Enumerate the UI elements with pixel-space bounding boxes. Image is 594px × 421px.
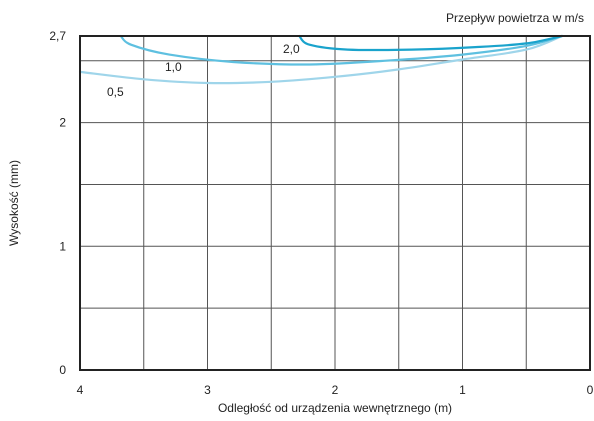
series-label-2: 1,0 <box>165 60 182 74</box>
x-tick-label: 2 <box>332 383 339 397</box>
series-label-3: 2,0 <box>283 42 300 56</box>
series-group <box>78 34 564 85</box>
legend-title: Przepływ powietrza w m/s <box>446 11 584 25</box>
x-tick-label: 3 <box>204 383 211 397</box>
y-tick-label: 1 <box>59 239 66 253</box>
y-tick-labels: 0 1 2 2,7 <box>49 29 66 377</box>
y-tick-label: 2 <box>59 116 66 130</box>
x-tick-label: 4 <box>77 383 84 397</box>
x-tick-labels: 4 3 2 1 0 <box>77 383 594 397</box>
x-tick-label: 0 <box>587 383 594 397</box>
series-labels: 0,5 1,0 2,0 <box>107 42 300 99</box>
grid <box>80 36 590 370</box>
series-label-1: 0,5 <box>107 85 124 99</box>
y-tick-label: 2,7 <box>49 29 66 43</box>
series-line-1 <box>78 34 564 85</box>
series-line-2 <box>119 34 564 66</box>
x-axis-title: Odległość od urządzenia wewnętrznego (m) <box>218 401 452 415</box>
y-axis-title: Wysokość (mm) <box>7 160 21 246</box>
series-line-3 <box>298 34 564 52</box>
y-tick-label: 0 <box>59 363 66 377</box>
x-tick-label: 1 <box>459 383 466 397</box>
plot-border <box>79 35 591 371</box>
